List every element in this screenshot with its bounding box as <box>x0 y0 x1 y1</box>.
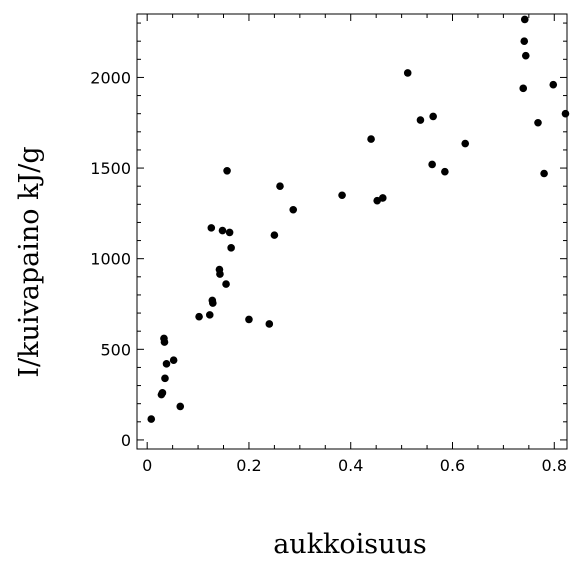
data-point <box>160 338 169 346</box>
data-point <box>534 118 542 127</box>
data-point <box>540 169 548 178</box>
data-point <box>461 139 470 148</box>
data-point <box>207 224 216 232</box>
data-point <box>218 226 227 235</box>
data-point <box>549 80 558 89</box>
data-point <box>441 167 449 176</box>
x-tick-label: 0.4 <box>338 456 363 475</box>
y-axis-title: I/kuivapaino kJ/g <box>14 146 45 377</box>
data-point <box>162 360 171 368</box>
data-point <box>169 356 178 364</box>
data-point <box>270 231 279 239</box>
data-point <box>521 51 530 60</box>
y-tick-label: 1000 <box>90 250 131 269</box>
data-point <box>147 415 156 423</box>
y-tick-label: 500 <box>100 340 131 359</box>
data-point <box>245 315 253 324</box>
y-tick-label: 1500 <box>90 159 131 178</box>
y-tick-label: 2000 <box>90 68 131 87</box>
plot-frame <box>136 13 568 450</box>
x-tick-label: 0.2 <box>236 456 261 475</box>
data-point <box>429 112 437 121</box>
data-point <box>223 166 231 175</box>
data-point <box>216 270 224 278</box>
axis-ticks <box>137 14 567 449</box>
x-tick-label: 0.6 <box>440 456 465 475</box>
data-point <box>209 299 217 307</box>
y-tick-label: 0 <box>121 431 131 450</box>
data-point <box>195 312 203 321</box>
data-point <box>289 205 298 214</box>
x-tick-label: 0.8 <box>542 456 567 475</box>
data-points <box>147 15 570 423</box>
axis-tick-labels: 0 0.2 0.4 0.6 0.8 0 500 1000 1500 2000 <box>90 68 567 475</box>
data-point <box>378 194 387 202</box>
x-axis-title: aukkoisuus <box>273 529 427 560</box>
data-point <box>276 182 284 190</box>
data-point <box>520 15 529 24</box>
data-point <box>428 160 436 169</box>
data-point <box>225 228 234 237</box>
data-point <box>161 374 169 383</box>
data-point <box>561 109 570 118</box>
data-point <box>265 320 274 328</box>
data-point <box>403 69 412 77</box>
data-point <box>222 280 230 288</box>
data-point <box>367 135 375 143</box>
data-point <box>416 116 425 124</box>
data-point <box>227 244 235 252</box>
x-tick-label: 0 <box>142 456 152 475</box>
data-point <box>338 191 346 200</box>
data-point <box>205 311 214 319</box>
data-point <box>158 389 167 397</box>
data-point <box>176 402 185 411</box>
data-point <box>519 84 528 93</box>
data-point <box>520 37 529 45</box>
